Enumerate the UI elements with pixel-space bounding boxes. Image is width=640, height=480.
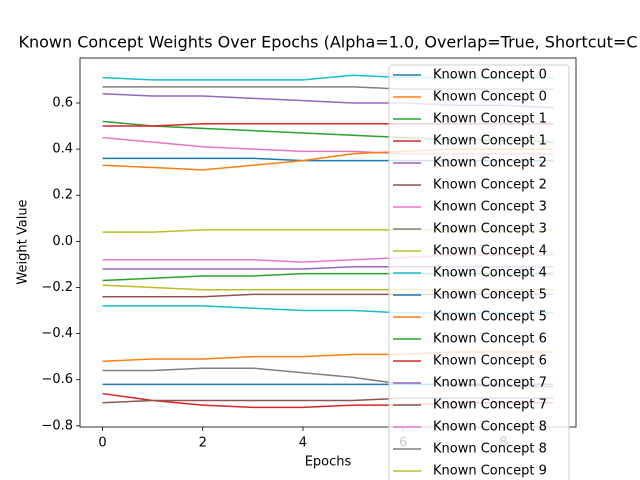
legend-label: Known Concept 2 [433, 156, 547, 171]
legend-label: Known Concept 4 [433, 266, 547, 281]
chart-title: Known Concept Weights Over Epochs (Alpha… [18, 33, 637, 52]
legend-label: Known Concept 2 [433, 178, 547, 193]
legend-label: Known Concept 5 [433, 288, 547, 303]
legend-label: Known Concept 6 [433, 354, 547, 369]
y-tick-label: 0.6 [52, 95, 73, 110]
x-tick-label: 0 [98, 436, 106, 451]
x-tick-label: 4 [299, 436, 307, 451]
y-tick-label: −0.8 [41, 418, 73, 433]
legend-label: Known Concept 3 [433, 222, 547, 237]
legend-label: Known Concept 1 [433, 134, 547, 149]
legend-label: Known Concept 8 [433, 420, 547, 435]
legend-label: Known Concept 9 [433, 464, 547, 479]
y-axis-label: Weight Value [16, 199, 31, 284]
y-tick-label: −0.4 [41, 326, 73, 341]
y-tick-label: 0.2 [52, 188, 73, 203]
y-tick-label: −0.6 [41, 372, 73, 387]
legend: Known Concept 0 Known Concept 0 Known Conc… [388, 64, 570, 480]
legend-label: Known Concept 5 [433, 310, 547, 325]
x-axis-label: Epochs [305, 455, 352, 470]
legend-label: Known Concept 7 [433, 376, 547, 391]
y-tick-label: 0.0 [52, 234, 73, 249]
legend-label: Known Concept 0 [433, 68, 547, 83]
y-tick-label: −0.2 [41, 280, 73, 295]
axes-frame [79, 57, 577, 428]
x-tick-label: 2 [199, 436, 207, 451]
legend-label: Known Concept 4 [433, 244, 547, 259]
legend-label: Known Concept 0 [433, 90, 547, 105]
legend-label: Known Concept 7 [433, 398, 547, 413]
legend-label: Known Concept 8 [433, 442, 547, 457]
legend-label: Known Concept 3 [433, 200, 547, 215]
legend-label: Known Concept 6 [433, 332, 547, 347]
legend-label: Known Concept 1 [433, 112, 547, 127]
legend-box [388, 64, 570, 480]
y-tick-label: 0.4 [52, 142, 73, 157]
